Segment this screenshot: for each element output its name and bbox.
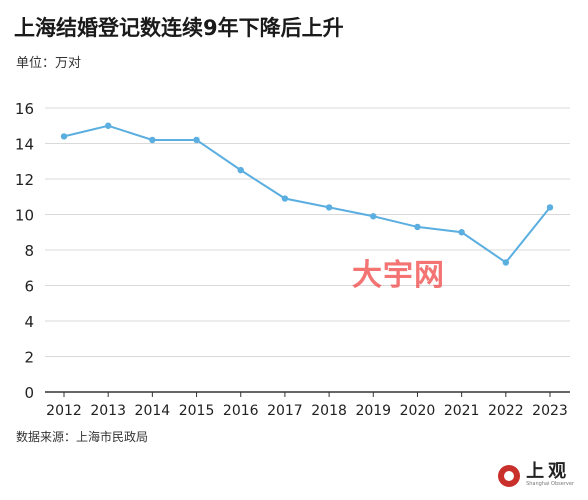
y-tick-label: 14 xyxy=(15,136,34,154)
x-tick-label: 2023 xyxy=(532,403,568,419)
y-tick-label: 10 xyxy=(15,207,34,225)
y-tick-label: 6 xyxy=(24,278,34,296)
data-point xyxy=(60,133,68,140)
logo-subtitle: Shanghai Observer xyxy=(526,481,574,487)
data-point xyxy=(237,166,244,174)
x-tick-label: 2021 xyxy=(444,403,480,419)
x-tick-label: 2014 xyxy=(135,403,171,419)
series-line xyxy=(63,124,551,264)
x-tick-label: 2015 xyxy=(179,403,215,419)
unit-label: 单位：万对 xyxy=(16,56,82,71)
x-tick-label: 2022 xyxy=(488,403,524,419)
data-point xyxy=(193,136,200,144)
data-point xyxy=(325,204,333,211)
x-tick-label: 2019 xyxy=(355,403,391,419)
data-point xyxy=(502,259,510,266)
y-tick-label: 16 xyxy=(15,100,34,118)
x-tick-label: 2017 xyxy=(267,403,303,419)
data-point xyxy=(104,122,112,129)
watermark-text: 大宇网 xyxy=(352,258,445,293)
y-tick-label: 2 xyxy=(24,349,34,367)
chart-title: 上海结婚登记数连续9年下降后上升 xyxy=(14,16,344,40)
x-tick-label: 2013 xyxy=(90,403,126,419)
data-point xyxy=(370,213,377,220)
data-point xyxy=(281,195,289,202)
data-point xyxy=(546,204,554,211)
logo-icon xyxy=(498,464,521,487)
y-tick-label: 8 xyxy=(24,242,34,260)
y-tick-label: 0 xyxy=(24,384,34,402)
data-point xyxy=(458,229,465,236)
data-source: 数据来源：上海市民政局 xyxy=(16,430,149,444)
x-tick-label: 2016 xyxy=(223,403,259,419)
data-point xyxy=(414,223,421,231)
data-point xyxy=(149,136,156,144)
x-tick-label: 2012 xyxy=(46,403,82,419)
x-tick-label: 2018 xyxy=(311,403,347,419)
y-tick-label: 12 xyxy=(15,171,34,189)
publisher-logo: 上观 Shanghai Observer xyxy=(498,463,574,488)
y-tick-label: 4 xyxy=(24,313,34,331)
logo-name: 上观 xyxy=(526,461,571,482)
x-tick-label: 2020 xyxy=(400,403,436,419)
